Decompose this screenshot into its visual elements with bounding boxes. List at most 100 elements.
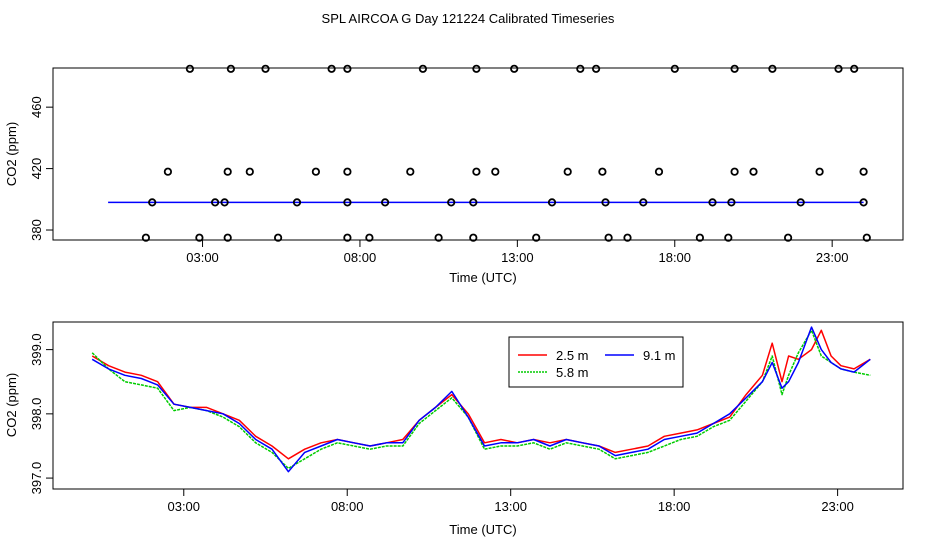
- data-point-marker: [639, 198, 648, 207]
- data-point-marker: [327, 64, 336, 73]
- y-tick-label: 399.0: [29, 333, 44, 366]
- series-line-9-1-m: [91, 326, 871, 473]
- data-point-marker: [604, 233, 613, 242]
- data-point-marker: [343, 64, 352, 73]
- y-tick-label: 397.0: [29, 462, 44, 495]
- x-tick-label: 13:00: [501, 250, 534, 265]
- series-line-2-5-m: [91, 329, 871, 460]
- bottom-y-axis-label: CO2 (ppm): [4, 373, 19, 437]
- bottom-x-axis: 03:00 08:00 13:00 18:00 23:00: [167, 489, 854, 514]
- data-point-marker: [261, 64, 270, 73]
- top-y-axis: 380 420 460: [29, 96, 53, 241]
- data-point-marker: [654, 167, 664, 176]
- y-tick-label: 460: [29, 96, 44, 118]
- data-point-marker: [343, 198, 352, 207]
- data-point-marker: [365, 233, 374, 242]
- legend-label-5-8m: 5.8 m: [556, 365, 589, 380]
- x-tick-label: 23:00: [816, 250, 849, 265]
- top-x-axis-label: Time (UTC): [449, 270, 516, 285]
- x-tick-label: 13:00: [494, 499, 527, 514]
- data-point-marker: [724, 233, 733, 242]
- top-panel: 03:00 08:00 13:00 18:00 23:00 380 420 460 Time…: [4, 64, 904, 285]
- data-point-marker: [343, 233, 352, 242]
- data-point-marker: [532, 233, 541, 242]
- data-point-marker: [749, 167, 758, 176]
- data-point-marker: [469, 233, 478, 242]
- x-tick-label: 18:00: [658, 250, 691, 265]
- bottom-panel: 03:00 08:00 13:00 18:00 23:00 397.0 398.0 399.…: [4, 321, 904, 537]
- x-tick-label: 08:00: [344, 250, 377, 265]
- legend-label-2-5m: 2.5 m: [556, 348, 589, 363]
- data-point-marker: [472, 64, 481, 73]
- data-point-marker: [292, 198, 302, 207]
- figure-title: SPL AIRCOA G Day 121224 Calibrated Times…: [322, 11, 615, 26]
- data-point-marker: [380, 198, 390, 207]
- data-point-marker: [859, 198, 868, 207]
- y-tick-label: 380: [29, 219, 44, 241]
- bottom-x-axis-label: Time (UTC): [449, 522, 516, 537]
- y-tick-label: 398.0: [29, 398, 44, 431]
- data-point-marker: [472, 167, 481, 176]
- data-point-marker: [815, 167, 824, 176]
- data-point-marker: [730, 64, 739, 73]
- data-point-marker: [547, 198, 557, 207]
- data-point-marker: [730, 167, 739, 176]
- x-tick-label: 08:00: [331, 499, 364, 514]
- data-point-marker: [591, 64, 601, 73]
- top-plot-frame: [52, 67, 904, 241]
- data-point-marker: [406, 167, 415, 176]
- data-point-marker: [434, 233, 443, 242]
- top-markers: [141, 64, 871, 242]
- data-point-marker: [343, 167, 352, 176]
- x-tick-label: 18:00: [658, 499, 691, 514]
- bottom-y-axis: 397.0 398.0 399.0: [29, 333, 53, 494]
- data-point-marker: [563, 167, 572, 176]
- bottom-plot-frame: [52, 321, 904, 490]
- data-point-marker: [510, 64, 519, 73]
- data-point-marker: [311, 167, 320, 176]
- data-point-marker: [862, 233, 871, 242]
- data-point-marker: [223, 167, 232, 176]
- data-point-marker: [447, 198, 456, 207]
- data-point-marker: [163, 167, 172, 176]
- legend-box: [508, 336, 684, 388]
- x-tick-label: 23:00: [821, 499, 854, 514]
- legend: 2.5 m 9.1 m 5.8 m: [508, 336, 684, 388]
- data-point-marker: [598, 167, 607, 176]
- data-point-marker: [695, 233, 705, 242]
- data-point-marker: [768, 64, 777, 73]
- y-tick-label: 420: [29, 158, 44, 180]
- top-x-axis: 03:00 08:00 13:00 18:00 23:00: [186, 240, 848, 265]
- data-point-marker: [185, 64, 194, 73]
- x-tick-label: 03:00: [167, 499, 200, 514]
- data-point-marker: [273, 233, 283, 242]
- data-point-marker: [223, 233, 232, 242]
- data-point-marker: [850, 64, 859, 73]
- data-point-marker: [491, 167, 500, 176]
- data-point-marker: [418, 64, 427, 73]
- legend-label-9-1m: 9.1 m: [643, 348, 676, 363]
- data-point-marker: [670, 64, 679, 73]
- data-point-marker: [783, 233, 793, 242]
- data-point-marker: [141, 233, 150, 242]
- data-point-marker: [148, 198, 157, 207]
- data-point-marker: [623, 233, 632, 242]
- data-point-marker: [859, 167, 868, 176]
- data-point-marker: [727, 198, 736, 207]
- series-line-5-8-m: [91, 329, 871, 470]
- data-point-marker: [245, 167, 254, 176]
- data-point-marker: [601, 198, 610, 207]
- top-y-axis-label: CO2 (ppm): [4, 122, 19, 186]
- data-point-marker: [211, 198, 220, 207]
- data-point-marker: [834, 64, 843, 73]
- data-point-marker: [195, 233, 204, 242]
- data-point-marker: [796, 198, 805, 207]
- data-point-marker: [576, 64, 585, 73]
- bottom-series: [91, 326, 871, 473]
- data-point-marker: [708, 198, 717, 207]
- data-point-marker: [226, 64, 235, 73]
- x-tick-label: 03:00: [186, 250, 219, 265]
- data-point-marker: [469, 198, 478, 207]
- data-point-marker: [220, 198, 229, 207]
